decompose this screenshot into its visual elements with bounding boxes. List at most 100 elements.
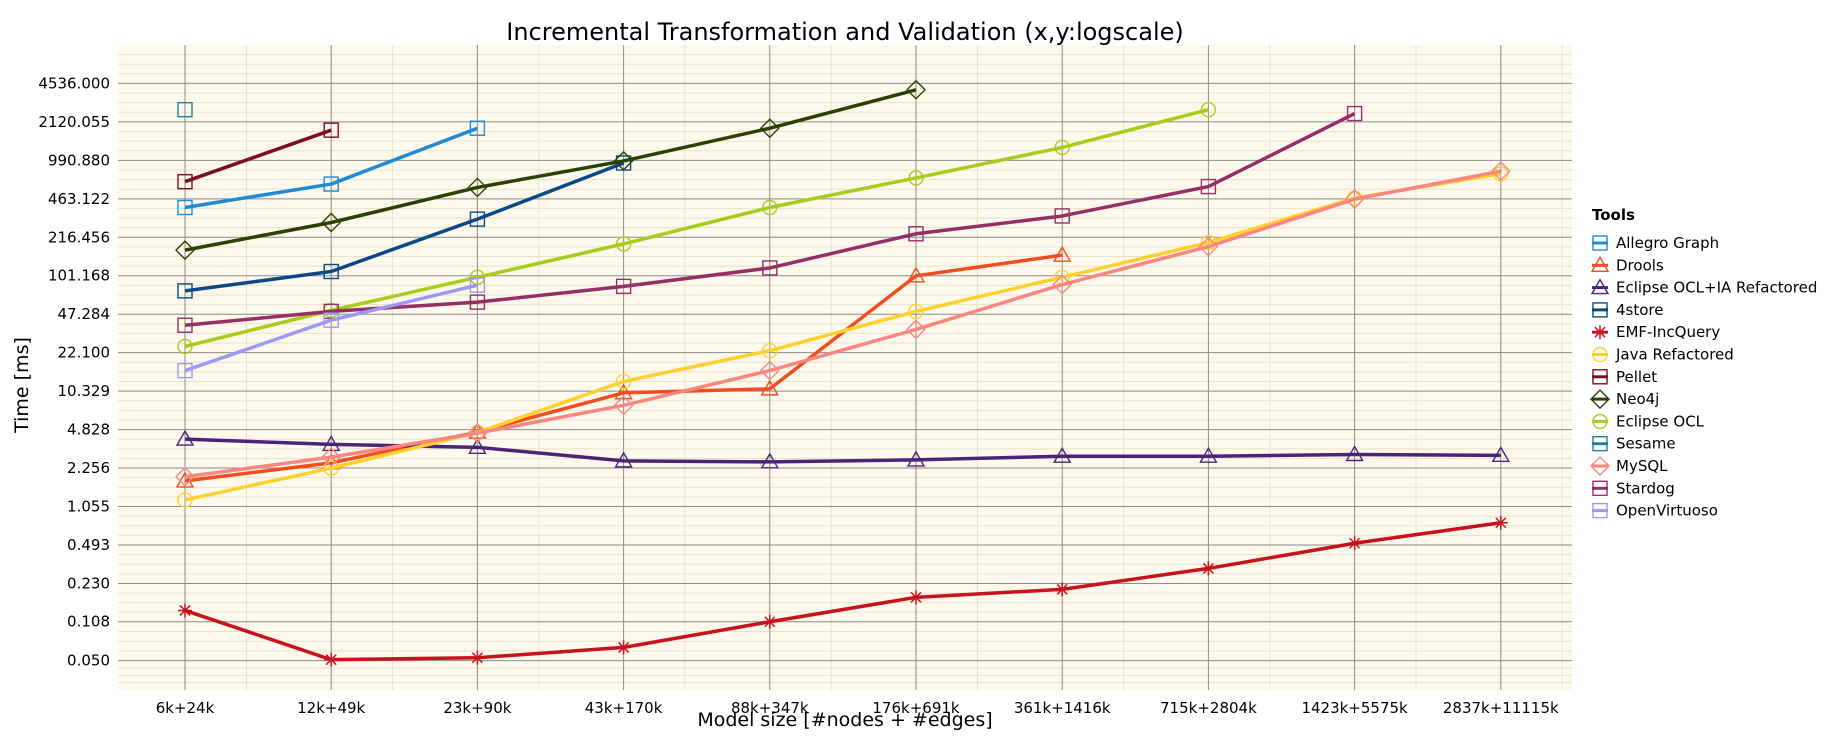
legend-marker-sesame bbox=[1592, 436, 1608, 452]
y-tick-label: 10.329 bbox=[58, 382, 111, 400]
x-tick-label: 6k+24k bbox=[156, 699, 215, 717]
data-point-mysql bbox=[467, 423, 488, 444]
data-point-stardog bbox=[762, 260, 778, 276]
x-tick-label: 176k+691k bbox=[872, 699, 960, 717]
series-line-mysql bbox=[184, 169, 1502, 479]
data-point-neo4j bbox=[321, 212, 342, 233]
x-axis-label: Model size [#nodes + #edges] bbox=[697, 709, 992, 731]
data-point-mysql bbox=[1490, 161, 1511, 182]
plot-area: 0.050 0.108 0.230 0.493 1.055 2.256 4.828 10.32… bbox=[38, 45, 1572, 717]
data-point-mysql bbox=[906, 319, 926, 340]
y-tick-label: 0.108 bbox=[67, 613, 110, 631]
legend-marker-4store bbox=[1592, 302, 1608, 318]
x-tick-label: 43k+170k bbox=[585, 699, 663, 717]
legend-title: Tools bbox=[1592, 206, 1635, 224]
series-line-4store bbox=[184, 161, 625, 293]
data-point-openvirtuoso bbox=[177, 362, 193, 379]
data-point-neo4j bbox=[175, 240, 195, 261]
data-point-emf-incquery bbox=[1347, 536, 1362, 551]
legend-label-4store: 4store bbox=[1616, 301, 1663, 319]
legend-marker-eclipse-ocl-ia-refactored bbox=[1590, 278, 1610, 295]
data-point-neo4j bbox=[759, 118, 780, 139]
data-point-eclipse-ocl-ia-refactored bbox=[906, 450, 926, 467]
plot-background bbox=[118, 45, 1572, 690]
data-point-stardog bbox=[908, 226, 924, 242]
legend-marker-pellet bbox=[1592, 369, 1608, 385]
legend-label-eclipse-ocl: Eclipse OCL bbox=[1616, 412, 1705, 430]
data-point-eclipse-ocl bbox=[762, 199, 778, 216]
data-point-eclipse-ocl-ia-refactored bbox=[760, 452, 780, 469]
series-line-eclipse-ocl bbox=[184, 107, 1209, 349]
data-point-mysql bbox=[1052, 274, 1073, 295]
legend-label-stardog: Stardog bbox=[1616, 479, 1675, 497]
data-point-emf-incquery bbox=[470, 650, 485, 665]
legend-marker-neo4j bbox=[1590, 389, 1610, 410]
data-point-mysql bbox=[613, 395, 634, 416]
data-point-drools bbox=[614, 383, 633, 400]
data-point-eclipse-ocl-ia-refactored bbox=[1491, 445, 1511, 463]
y-tick-label: 0.050 bbox=[67, 652, 110, 670]
data-point-eclipse-ocl-ia-refactored bbox=[468, 437, 487, 455]
data-point-mysql bbox=[1198, 236, 1219, 257]
y-tick-label: 4536.000 bbox=[38, 74, 110, 92]
data-point-mysql bbox=[1344, 189, 1365, 210]
data-point-emf-incquery bbox=[762, 614, 777, 629]
data-point-neo4j bbox=[467, 177, 488, 198]
data-point-emf-incquery bbox=[909, 590, 923, 605]
data-point-emf-incquery bbox=[178, 603, 192, 618]
data-point-eclipse-ocl-ia-refactored bbox=[175, 429, 195, 446]
data-point-openvirtuoso bbox=[469, 277, 486, 293]
data-point-emf-incquery bbox=[616, 640, 631, 655]
legend-marker-mysql bbox=[1590, 456, 1610, 476]
data-point-emf-incquery bbox=[1055, 582, 1070, 597]
legend-label-pellet: Pellet bbox=[1616, 368, 1657, 386]
data-point-openvirtuoso bbox=[323, 312, 339, 328]
data-point-stardog bbox=[1054, 208, 1070, 224]
x-tick-label: 12k+49k bbox=[297, 699, 365, 717]
series-line-neo4j bbox=[184, 88, 917, 252]
data-point-mysql bbox=[759, 360, 780, 381]
y-tick-label: 4.828 bbox=[67, 421, 110, 439]
y-tick-label: 47.284 bbox=[58, 305, 111, 323]
x-tick-label: 715k+2804k bbox=[1160, 699, 1257, 717]
legend-label-java-refactored: Java Refactored bbox=[1615, 346, 1734, 364]
data-point-stardog bbox=[469, 294, 486, 310]
y-tick-label: 22.100 bbox=[58, 344, 111, 362]
data-point-eclipse-ocl-ia-refactored bbox=[1052, 446, 1072, 463]
data-point-mysql bbox=[321, 447, 342, 468]
data-point-eclipse-ocl-ia-refactored bbox=[1199, 446, 1218, 463]
series-line-drools bbox=[184, 253, 1063, 483]
series-line-java-refactored bbox=[184, 172, 1502, 502]
data-point-drools bbox=[760, 379, 780, 396]
data-point-eclipse-ocl bbox=[469, 269, 486, 286]
y-tick-label: 2120.055 bbox=[38, 113, 110, 131]
y-axis-label: Time [ms] bbox=[11, 337, 33, 434]
data-point-emf-incquery bbox=[324, 652, 339, 667]
legend-marker-eclipse-ocl bbox=[1592, 413, 1608, 430]
data-point-java-refactored bbox=[762, 342, 778, 359]
y-tick-label: 1.055 bbox=[67, 497, 110, 515]
data-point-pellet bbox=[323, 122, 339, 138]
data-point-neo4j bbox=[906, 79, 926, 100]
data-point-eclipse-ocl-ia-refactored bbox=[1345, 445, 1364, 462]
y-tick-label: 101.168 bbox=[48, 267, 110, 285]
data-point-sesame bbox=[177, 101, 193, 118]
data-point-stardog bbox=[323, 303, 339, 320]
y-tick-label: 463.122 bbox=[48, 190, 110, 208]
legend-label-allegro-graph: Allegro Graph bbox=[1616, 234, 1719, 252]
y-tick-label: 216.456 bbox=[48, 228, 110, 246]
data-point-drools bbox=[906, 266, 926, 283]
data-point-java-refactored bbox=[908, 303, 924, 320]
series-line-allegro-graph bbox=[184, 126, 479, 210]
x-tick-label: 2837k+11115k bbox=[1443, 699, 1559, 717]
legend-label-eclipse-ocl-ia-refactored: Eclipse OCL+IA Refactored bbox=[1616, 279, 1817, 297]
legend-label-drools: Drools bbox=[1616, 256, 1664, 274]
data-point-java-refactored bbox=[323, 460, 339, 476]
data-point-stardog bbox=[615, 278, 632, 295]
legend-marker-drools bbox=[1590, 255, 1610, 272]
series-line-pellet bbox=[184, 128, 332, 184]
legend-label-openvirtuoso: OpenVirtuoso bbox=[1616, 502, 1718, 520]
data-point-stardog bbox=[1200, 178, 1217, 195]
